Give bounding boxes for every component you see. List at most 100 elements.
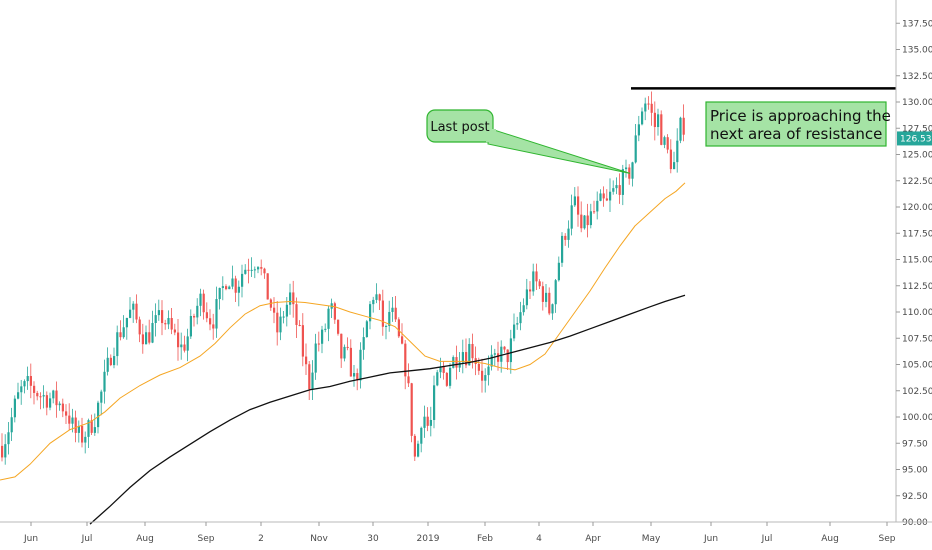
candle-body — [436, 372, 439, 386]
candle-body — [481, 370, 484, 381]
moving-average-slow-line — [89, 294, 686, 525]
candle-body — [538, 281, 541, 287]
price-tick-label: 132.50 — [902, 72, 932, 82]
candle-body — [516, 323, 519, 325]
candle-body — [260, 267, 263, 269]
candle-body — [23, 381, 26, 387]
candle-body — [401, 336, 404, 344]
candle-body — [93, 427, 96, 433]
candle-body — [109, 357, 112, 366]
candle-body — [321, 329, 324, 344]
candle-body — [682, 117, 685, 135]
candle-body — [650, 103, 653, 113]
candle-body — [74, 417, 77, 433]
candle-body — [33, 385, 36, 393]
candle-body — [653, 112, 656, 128]
candle-body — [657, 114, 660, 128]
candle-body — [577, 196, 580, 215]
candle-body — [116, 332, 119, 357]
candle-body — [241, 273, 244, 287]
candle-body — [84, 436, 87, 443]
candle-body — [599, 193, 602, 201]
candle-body — [183, 344, 186, 351]
candle-body — [292, 292, 295, 305]
resistance-note[interactable]: Price is approaching the next area of re… — [705, 101, 891, 147]
candle-body — [122, 327, 125, 338]
time-tick-label: Jun — [703, 534, 718, 544]
candle-body — [593, 211, 596, 213]
time-tick-label: Feb — [477, 534, 493, 544]
candle-body — [164, 323, 167, 325]
candle-body — [493, 353, 496, 355]
candle-body — [679, 117, 682, 141]
candle-body — [266, 273, 269, 300]
candle-body — [420, 427, 423, 444]
candle-body — [301, 325, 304, 357]
time-tick-label: Nov — [310, 534, 328, 544]
candle-body — [221, 286, 224, 288]
candle-body — [234, 278, 237, 293]
candles-layer — [1, 91, 685, 465]
candle-body — [676, 140, 679, 163]
candle-body — [170, 318, 173, 330]
price-tick-label: 102.50 — [902, 387, 932, 397]
candle-body — [295, 304, 298, 325]
candle-body — [29, 376, 32, 386]
price-axis[interactable]: 90.00 92.50 95.00 97.50 100.00 102.50 105.00 10… — [896, 19, 932, 528]
candle-body — [561, 235, 564, 263]
candle-body — [359, 349, 362, 381]
price-tick-label: 120.00 — [902, 203, 932, 213]
candle-body — [564, 235, 567, 240]
candle-body — [26, 376, 29, 382]
candle-body — [45, 395, 48, 408]
candle-body — [660, 114, 663, 145]
candle-body — [340, 333, 343, 359]
candle-body — [157, 310, 160, 316]
candle-body — [407, 376, 410, 384]
last-post-callout[interactable]: Last post — [426, 109, 631, 174]
candle-body — [621, 169, 624, 195]
candle-body — [20, 386, 23, 393]
candle-body — [58, 403, 61, 406]
candle-body — [154, 315, 157, 323]
candle-body — [148, 332, 151, 343]
candle-body — [503, 346, 506, 350]
candle-body — [106, 357, 109, 372]
candle-body — [253, 269, 256, 271]
price-tick-label: 117.50 — [902, 229, 932, 239]
candle-body — [525, 289, 528, 306]
candle-body — [263, 268, 266, 274]
moving-average-fast-line — [0, 182, 686, 481]
time-tick-label: Apr — [585, 534, 601, 544]
candle-body — [138, 319, 141, 335]
candle-body — [477, 363, 480, 371]
candle-body — [391, 307, 394, 312]
candle-body — [471, 343, 474, 359]
candle-body — [497, 353, 500, 362]
time-tick-label: May — [642, 534, 661, 544]
candle-body — [276, 312, 279, 333]
time-tick-label: 2019 — [417, 534, 440, 544]
price-tick-label: 110.00 — [902, 308, 932, 318]
candle-body — [545, 292, 548, 302]
candle-body — [244, 269, 247, 274]
candle-body — [327, 308, 330, 329]
candle-body — [167, 318, 170, 325]
time-axis[interactable]: Jun Jul Aug Sep 2 Nov 30 2019 Feb 4 Apr May Jun Jul Au… — [23, 522, 896, 544]
price-tick-label: 107.50 — [902, 334, 932, 344]
price-tick-label: 125.00 — [902, 151, 932, 161]
price-tick-label: 112.50 — [902, 282, 932, 292]
candle-body — [36, 392, 39, 397]
candle-body — [180, 344, 183, 348]
candle-body — [353, 373, 356, 377]
resistance-note-line-1: Price is approaching the — [710, 107, 891, 125]
candle-body — [445, 372, 448, 386]
candle-body — [397, 319, 400, 337]
candle-body — [346, 346, 349, 348]
candle-body — [631, 162, 634, 179]
candle-body — [612, 188, 615, 192]
candle-body — [465, 352, 468, 366]
candle-body — [1, 445, 4, 458]
